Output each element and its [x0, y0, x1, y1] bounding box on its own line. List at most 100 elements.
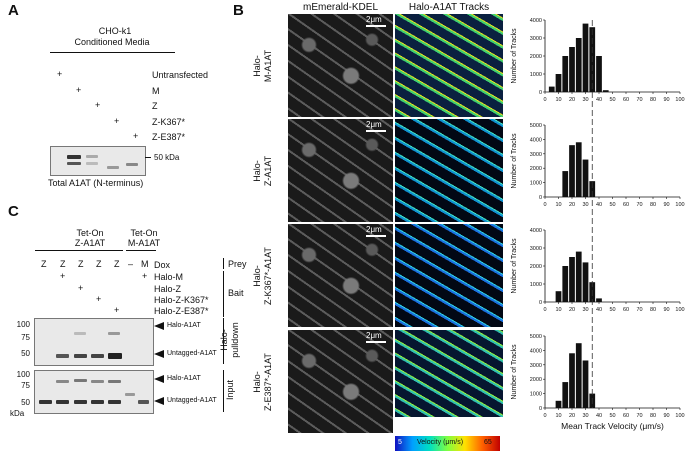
x-tick-label-1: 100 [675, 97, 684, 103]
bar-2-20 [569, 145, 575, 197]
y-tick-label-3: 2000 [530, 264, 542, 270]
lane-7: M [141, 259, 149, 269]
bar-1-5 [548, 86, 555, 92]
x-tick-label-2: 20 [569, 202, 575, 208]
x-tick-label-1: 70 [636, 97, 642, 103]
y-axis-label-3: Number of Tracks [511, 238, 518, 294]
lane-5: Z [114, 259, 120, 269]
y-tick-label-1: 4000 [530, 18, 542, 24]
colorbar-label: Velocity (μm/s) [417, 439, 464, 446]
panel-a-blot [50, 146, 146, 176]
tracks-image-3 [395, 224, 503, 327]
input-label: Input [225, 379, 235, 401]
input-bracket [223, 370, 224, 412]
untagged-bottom: Untagged-A1AT [167, 397, 217, 404]
x-tick-label-3: 50 [609, 307, 615, 313]
plus-a-5: + [133, 131, 139, 141]
scale-bar-2 [366, 130, 386, 132]
tracks-image-1 [395, 14, 503, 117]
bait-halo-z-k367: Halo-Z-K367* [154, 295, 209, 305]
y-tick-label-1: 1000 [530, 72, 542, 78]
mw-top-50: 50 [21, 349, 30, 358]
col-header-kdel: mEmerald-KDEL [302, 2, 379, 13]
mw-top-100: 100 [16, 320, 30, 329]
y-tick-label-4: 5000 [530, 334, 542, 340]
x-tick-label-4: 30 [582, 413, 588, 419]
bar-4-20 [569, 353, 575, 408]
pulldown-bracket [223, 318, 224, 364]
scale-bar-label-3: 2μm [366, 225, 382, 234]
x-tick-label-2: 70 [636, 202, 642, 208]
x-tick-label-1: 40 [596, 97, 602, 103]
scale-bar-label-2: 2μm [366, 120, 382, 129]
row-label-2: Halo- Z-A1AT [252, 155, 273, 186]
y-tick-label-3: 3000 [530, 246, 542, 252]
bait-plus-1: + [78, 283, 84, 293]
scale-bar-label-1: 2μm [366, 15, 382, 24]
dox-label: Dox [154, 260, 171, 270]
x-tick-label-4: 20 [569, 413, 575, 419]
x-tick-label-2: 80 [650, 202, 656, 208]
kdel-image-2 [288, 119, 393, 222]
untagged-top: Untagged-A1AT [167, 350, 217, 357]
x-tick-label-4: 0 [543, 413, 546, 419]
prey-label: Prey [228, 259, 247, 269]
y-tick-label-3: 0 [539, 300, 542, 306]
y-tick-label-2: 4000 [530, 137, 542, 143]
bar-1-10 [555, 74, 562, 92]
y-tick-label-2: 0 [539, 195, 542, 201]
x-tick-label-1: 60 [623, 97, 629, 103]
plus-a-4: + [114, 116, 120, 126]
mw-top-75: 75 [21, 333, 30, 342]
bait-plus-3: + [114, 305, 120, 315]
plus-a-3: + [95, 100, 101, 110]
scale-bar-3 [366, 235, 386, 237]
bar-2-30 [582, 159, 589, 197]
bait-label: Bait [228, 288, 244, 298]
x-tick-label-2: 90 [663, 202, 669, 208]
x-tick-label-1: 10 [555, 97, 561, 103]
dox-plus-2: + [142, 271, 148, 281]
arrow-halo-bottom [154, 375, 164, 383]
x-tick-label-4: 100 [675, 413, 684, 419]
x-tick-label-3: 60 [623, 307, 629, 313]
y-tick-label-4: 3000 [530, 363, 542, 369]
y-tick-label-1: 2000 [530, 54, 542, 60]
bar-4-15 [562, 382, 569, 408]
bar-2-15 [562, 171, 569, 197]
bar-3-25 [575, 251, 582, 302]
bar-1-15 [562, 56, 569, 92]
x-tick-label-3: 90 [663, 307, 669, 313]
arrow-untagged-top [154, 350, 164, 358]
bait-plus-2: + [96, 294, 102, 304]
y-tick-label-4: 0 [539, 406, 542, 412]
y-tick-label-4: 2000 [530, 377, 542, 383]
y-axis-label-2: Number of Tracks [511, 133, 518, 189]
bar-4-25 [575, 343, 582, 408]
bar-3-30 [582, 262, 589, 302]
velocity-colorbar [395, 436, 500, 451]
x-tick-label-3: 30 [582, 307, 588, 313]
mw-bottom-75: 75 [21, 381, 30, 390]
bar-2-25 [575, 142, 582, 197]
lane-4: Z [96, 259, 102, 269]
x-tick-label-1: 0 [543, 97, 546, 103]
kdel-image-4 [288, 330, 393, 433]
row-z-e387: Z-E387* [152, 132, 186, 142]
panel-a-header-1: CHO-k1 [98, 26, 132, 36]
bar-1-25 [575, 38, 582, 92]
y-tick-label-2: 2000 [530, 166, 542, 172]
bar-3-15 [562, 266, 569, 302]
pulldown-blot [34, 318, 154, 366]
x-tick-label-3: 0 [543, 307, 546, 313]
panel-a-caption: Total A1AT (N-terminus) [48, 178, 144, 188]
x-tick-label-2: 30 [582, 202, 588, 208]
kdel-image-3 [288, 224, 393, 327]
col-header-tracks: Halo-A1AT Tracks [408, 2, 490, 13]
x-tick-label-2: 100 [675, 202, 684, 208]
colorbar-min: 5 [398, 439, 402, 446]
x-tick-label-2: 0 [543, 202, 546, 208]
x-tick-label-3: 20 [569, 307, 575, 313]
bar-1-40 [596, 56, 602, 92]
